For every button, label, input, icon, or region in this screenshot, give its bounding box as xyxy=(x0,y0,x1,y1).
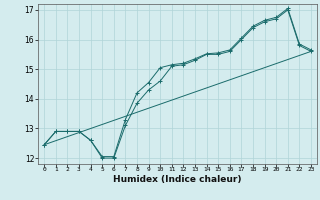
X-axis label: Humidex (Indice chaleur): Humidex (Indice chaleur) xyxy=(113,175,242,184)
